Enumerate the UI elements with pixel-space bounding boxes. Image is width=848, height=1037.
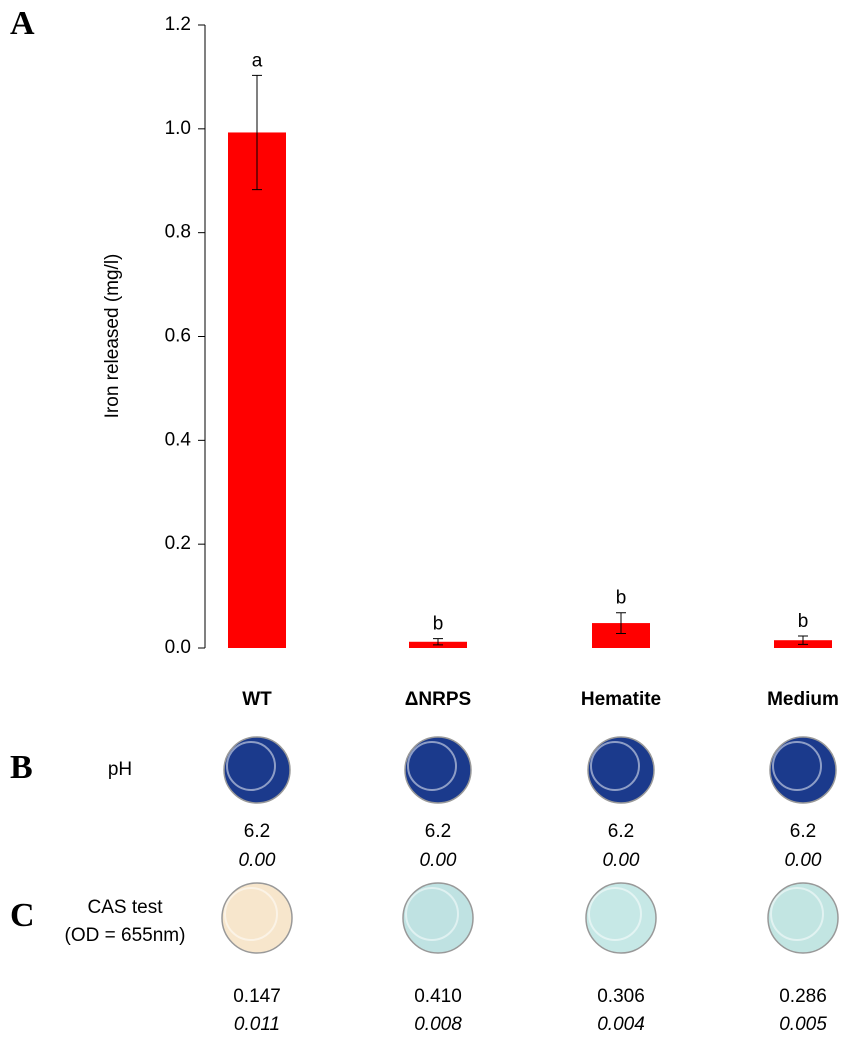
well [767, 882, 839, 954]
row-value: 0.306 [597, 986, 645, 1007]
well [587, 736, 655, 804]
row-sublabel: (OD = 655nm) [65, 925, 186, 946]
x-tick-label: Hematite [581, 689, 661, 710]
row-sd: 0.00 [785, 850, 822, 871]
row-label: pH [108, 759, 132, 780]
row-value: 0.147 [233, 986, 281, 1007]
error-bar [616, 612, 626, 634]
significance-letter: b [616, 588, 627, 609]
error-bar [433, 638, 443, 646]
error-bar [798, 635, 808, 645]
y-tick-label: 1.0 [165, 118, 191, 139]
row-sd: 0.004 [597, 1014, 645, 1035]
y-tick-label: 0.4 [165, 429, 192, 450]
row-sd: 0.008 [414, 1014, 462, 1035]
y-tick-label: 0.0 [165, 637, 191, 658]
well [221, 882, 293, 954]
row-value: 0.410 [414, 986, 462, 1007]
row-value: 6.2 [244, 821, 270, 842]
row-sd: 0.005 [779, 1014, 827, 1035]
row-sd: 0.00 [603, 850, 640, 871]
well [585, 882, 657, 954]
row-value: 0.286 [779, 986, 827, 1007]
significance-letter: a [252, 50, 263, 71]
well [402, 882, 474, 954]
x-tick-label: ΔNRPS [405, 689, 471, 710]
well-highlight [407, 741, 457, 791]
panel-label: C [10, 897, 35, 934]
y-tick-label: 1.2 [165, 14, 191, 35]
error-bar [252, 74, 262, 191]
row-value: 6.2 [608, 821, 634, 842]
row-value: 6.2 [790, 821, 816, 842]
well-highlight [405, 887, 459, 941]
y-tick-label: 0.2 [165, 533, 191, 554]
panel-label: A [10, 5, 35, 42]
x-tick-label: WT [242, 689, 272, 710]
significance-letter: b [798, 611, 809, 632]
well-highlight [588, 887, 642, 941]
y-axis-label: Iron released (mg/l) [102, 254, 123, 419]
row-label: CAS test [88, 897, 164, 918]
well [223, 736, 291, 804]
y-tick-label: 0.6 [165, 326, 191, 347]
well [404, 736, 472, 804]
panel-label: B [10, 749, 33, 786]
row-value: 6.2 [425, 821, 451, 842]
row-sd: 0.00 [420, 850, 457, 871]
row-sd: 0.011 [234, 1014, 280, 1035]
y-tick-label: 0.8 [165, 222, 191, 243]
row-sd: 0.00 [239, 850, 276, 871]
well-highlight [224, 887, 278, 941]
well-highlight [772, 741, 822, 791]
well-highlight [226, 741, 276, 791]
significance-letter: b [433, 614, 444, 635]
x-tick-label: Medium [767, 689, 839, 710]
well [769, 736, 837, 804]
well-highlight [770, 887, 824, 941]
bar [228, 132, 286, 648]
well-highlight [590, 741, 640, 791]
